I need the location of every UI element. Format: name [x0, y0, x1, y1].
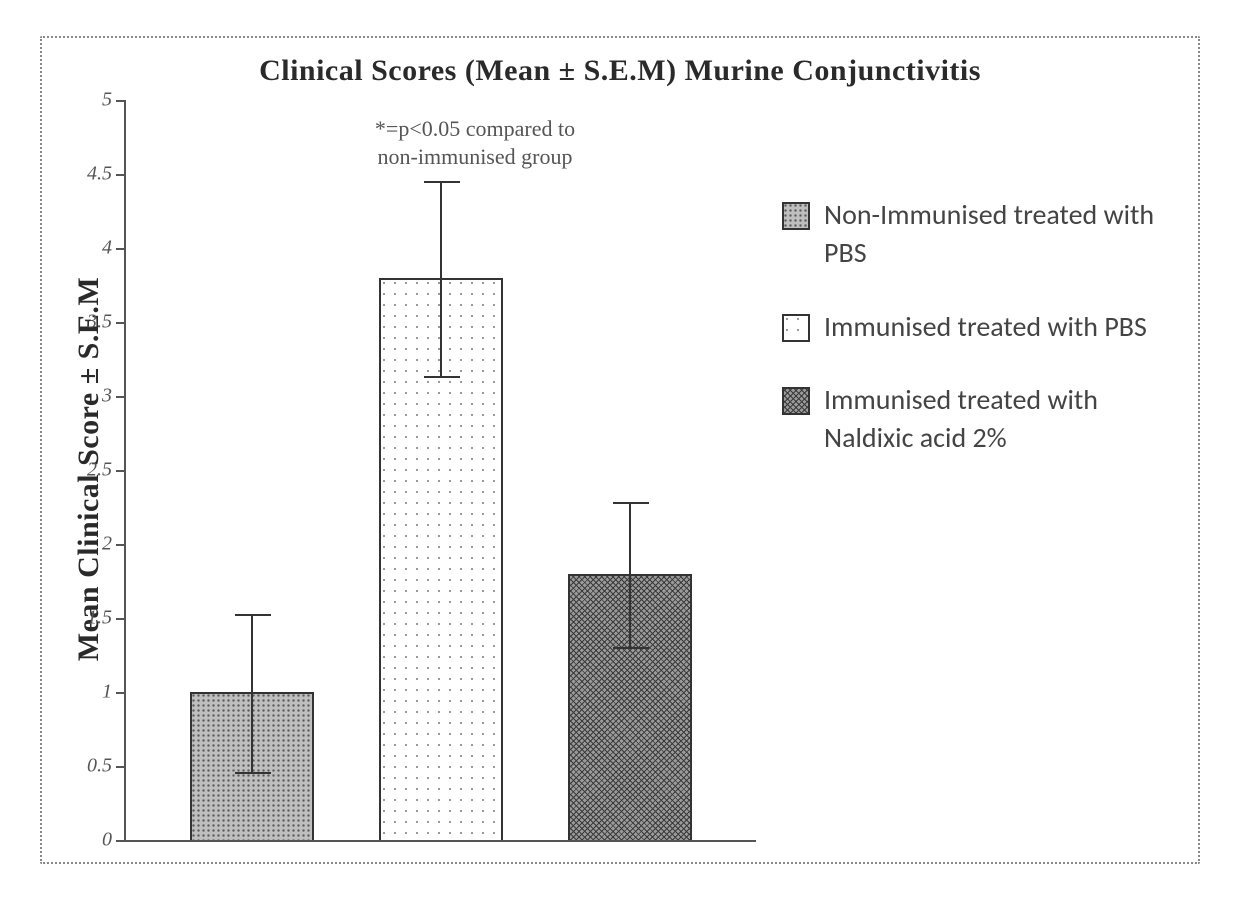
- plot-column: *=p<0.05 compared to non-immunised group…: [116, 96, 766, 842]
- legend-item-0: Non-Immunised treated with PBS: [782, 196, 1172, 272]
- y-tick: [116, 544, 126, 546]
- y-tick-label: 0.5: [87, 755, 112, 778]
- legend-swatch: [782, 202, 810, 230]
- legend-label: Non-Immunised treated with PBS: [824, 196, 1172, 272]
- figure-frame: Clinical Scores (Mean ± S.E.M) Murine Co…: [0, 0, 1240, 904]
- plot-area: *=p<0.05 compared to non-immunised group…: [124, 100, 756, 842]
- y-tick: [116, 470, 126, 472]
- y-tick: [116, 840, 126, 842]
- bar-0: [190, 692, 315, 840]
- y-tick: [116, 248, 126, 250]
- y-tick-label: 0: [102, 829, 112, 852]
- y-tick: [116, 766, 126, 768]
- y-tick-label: 2.5: [87, 459, 112, 482]
- bar-2: [568, 574, 693, 840]
- legend-swatch: [782, 314, 810, 342]
- chart-panel: Clinical Scores (Mean ± S.E.M) Murine Co…: [40, 36, 1200, 864]
- legend: Non-Immunised treated with PBS Immunised …: [766, 96, 1178, 842]
- y-tick-label: 1.5: [87, 607, 112, 630]
- bars-container: [126, 100, 756, 840]
- y-tick-label: 3.5: [87, 311, 112, 334]
- y-tick-label: 2: [102, 533, 112, 556]
- legend-swatch: [782, 387, 810, 415]
- legend-item-2: Immunised treated with Naldixic acid 2%: [782, 381, 1172, 457]
- bar-1: [379, 278, 504, 840]
- y-tick-label: 4.5: [87, 163, 112, 186]
- y-tick: [116, 322, 126, 324]
- y-tick-label: 3: [102, 385, 112, 408]
- y-tick: [116, 618, 126, 620]
- y-tick: [116, 692, 126, 694]
- chart-title: Clinical Scores (Mean ± S.E.M) Murine Co…: [62, 54, 1178, 88]
- y-tick-label: 1: [102, 681, 112, 704]
- chart-body: Mean Clinical Score ± S.E.M *=p<0.05 com…: [62, 96, 1178, 842]
- legend-label: Immunised treated with Naldixic acid 2%: [824, 381, 1172, 457]
- y-tick-label: 5: [102, 89, 112, 112]
- legend-item-1: Immunised treated with PBS: [782, 308, 1172, 346]
- legend-label: Immunised treated with PBS: [824, 308, 1172, 346]
- y-tick: [116, 396, 126, 398]
- y-tick-label: 4: [102, 237, 112, 260]
- y-tick: [116, 174, 126, 176]
- y-tick: [116, 100, 126, 102]
